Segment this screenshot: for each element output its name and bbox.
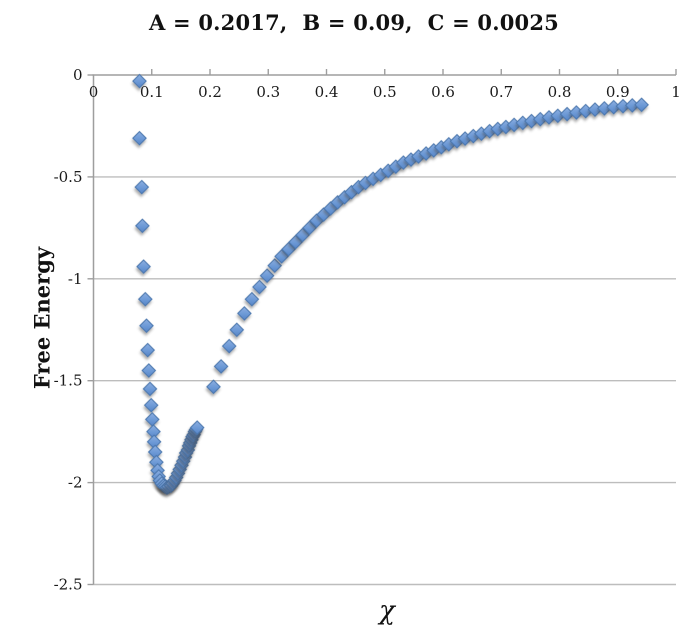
data-point <box>221 338 237 354</box>
y-tick-label: 0 <box>73 66 83 84</box>
data-point <box>144 412 160 427</box>
data-point <box>189 420 205 435</box>
data-point <box>559 106 575 122</box>
data-point <box>569 105 584 120</box>
data-point <box>288 234 303 250</box>
data-point <box>137 291 153 307</box>
x-tick-label: 1 <box>671 83 681 101</box>
data-point <box>606 99 622 115</box>
data-point <box>281 241 296 257</box>
data-point <box>139 318 154 334</box>
y-tick-label: -1.5 <box>54 372 83 390</box>
x-tick-label: 0.3 <box>256 83 280 101</box>
data-point <box>132 73 147 89</box>
data-point <box>274 249 289 264</box>
data-point <box>135 218 150 234</box>
x-tick-label: 0.9 <box>606 83 630 101</box>
x-tick-label: 0.2 <box>198 83 222 101</box>
x-tick-label: 0.1 <box>140 83 164 101</box>
data-point <box>615 98 631 114</box>
data-point <box>143 397 159 413</box>
x-axis-title: χ <box>379 596 395 626</box>
data-point <box>134 179 150 195</box>
data-point <box>252 279 267 295</box>
y-tick-label: -2 <box>68 474 83 492</box>
data-point <box>244 291 260 307</box>
y-tick-label: -1 <box>68 270 83 288</box>
data-point <box>142 381 158 397</box>
data-point <box>259 268 275 284</box>
data-point <box>229 322 245 338</box>
data-point <box>302 220 317 236</box>
x-tick-label: 0.8 <box>548 83 572 101</box>
data-point <box>237 306 252 321</box>
data-point <box>267 258 283 273</box>
data-point <box>136 259 151 274</box>
data-point <box>206 379 221 395</box>
x-tick-label: 0.6 <box>431 83 455 101</box>
data-point <box>141 363 157 378</box>
x-tick-label: 0.4 <box>315 83 339 101</box>
x-tick-label: 0.5 <box>373 83 397 101</box>
data-point <box>597 101 612 116</box>
x-tick-label: 0 <box>89 83 99 101</box>
data-point <box>146 424 161 439</box>
data-point <box>624 98 640 113</box>
data-point <box>147 444 163 460</box>
data-point <box>578 103 594 119</box>
x-tick-label: 0.7 <box>489 83 513 101</box>
y-tick-label: -0.5 <box>54 168 83 186</box>
data-point <box>587 102 603 117</box>
data-point <box>295 227 310 243</box>
data-point <box>634 97 649 113</box>
y-tick-label: -2.5 <box>54 576 83 594</box>
data-point <box>550 108 566 124</box>
data-point <box>132 130 147 146</box>
data-point <box>146 434 162 450</box>
data-point <box>140 342 156 358</box>
data-point <box>213 359 229 374</box>
chart-title: A = 0.2017, B = 0.09, C = 0.0025 <box>149 10 559 35</box>
